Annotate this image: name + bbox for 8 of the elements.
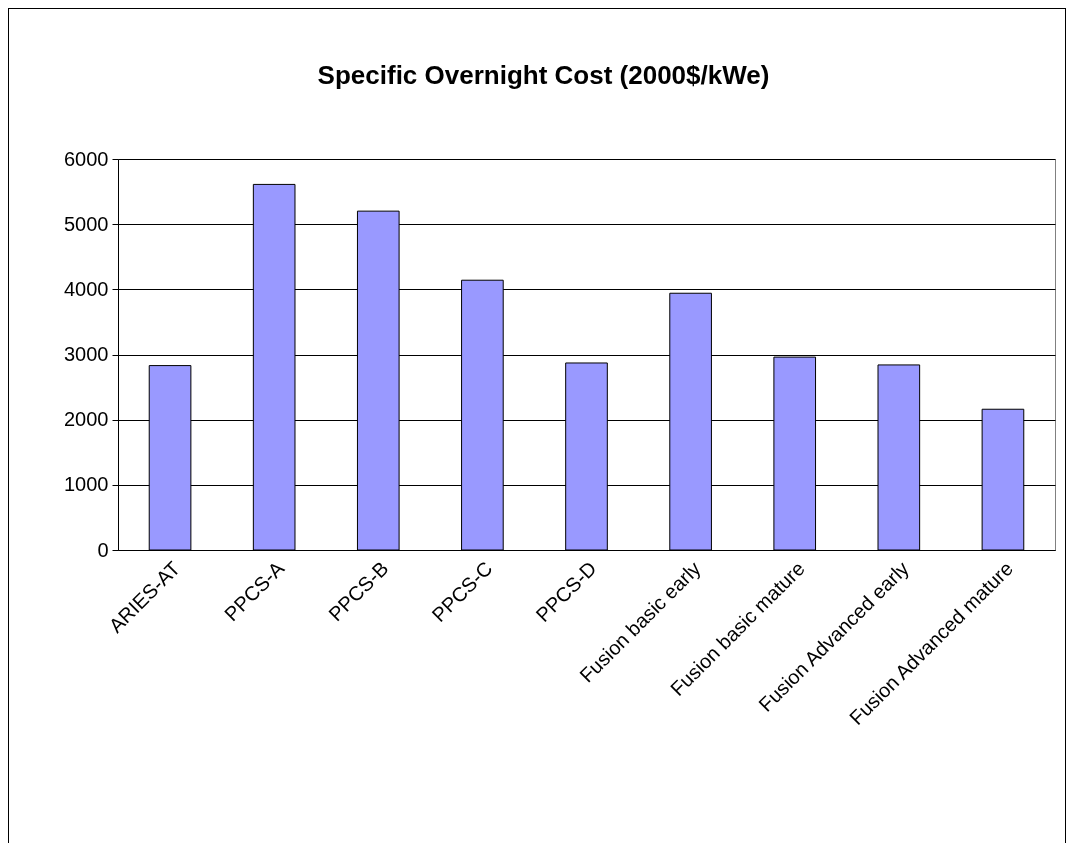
y-tick-label: 0 bbox=[97, 538, 109, 561]
y-tick-label: 1000 bbox=[64, 473, 109, 496]
y-tick-label: 4000 bbox=[64, 277, 109, 300]
y-tick-label: 5000 bbox=[64, 212, 109, 235]
chart-title: Specific Overnight Cost (2000$/kWe) bbox=[317, 60, 770, 90]
y-tick-label: 6000 bbox=[64, 147, 109, 170]
y-tick-label: 2000 bbox=[64, 408, 109, 431]
y-tick-label: 3000 bbox=[64, 343, 109, 365]
